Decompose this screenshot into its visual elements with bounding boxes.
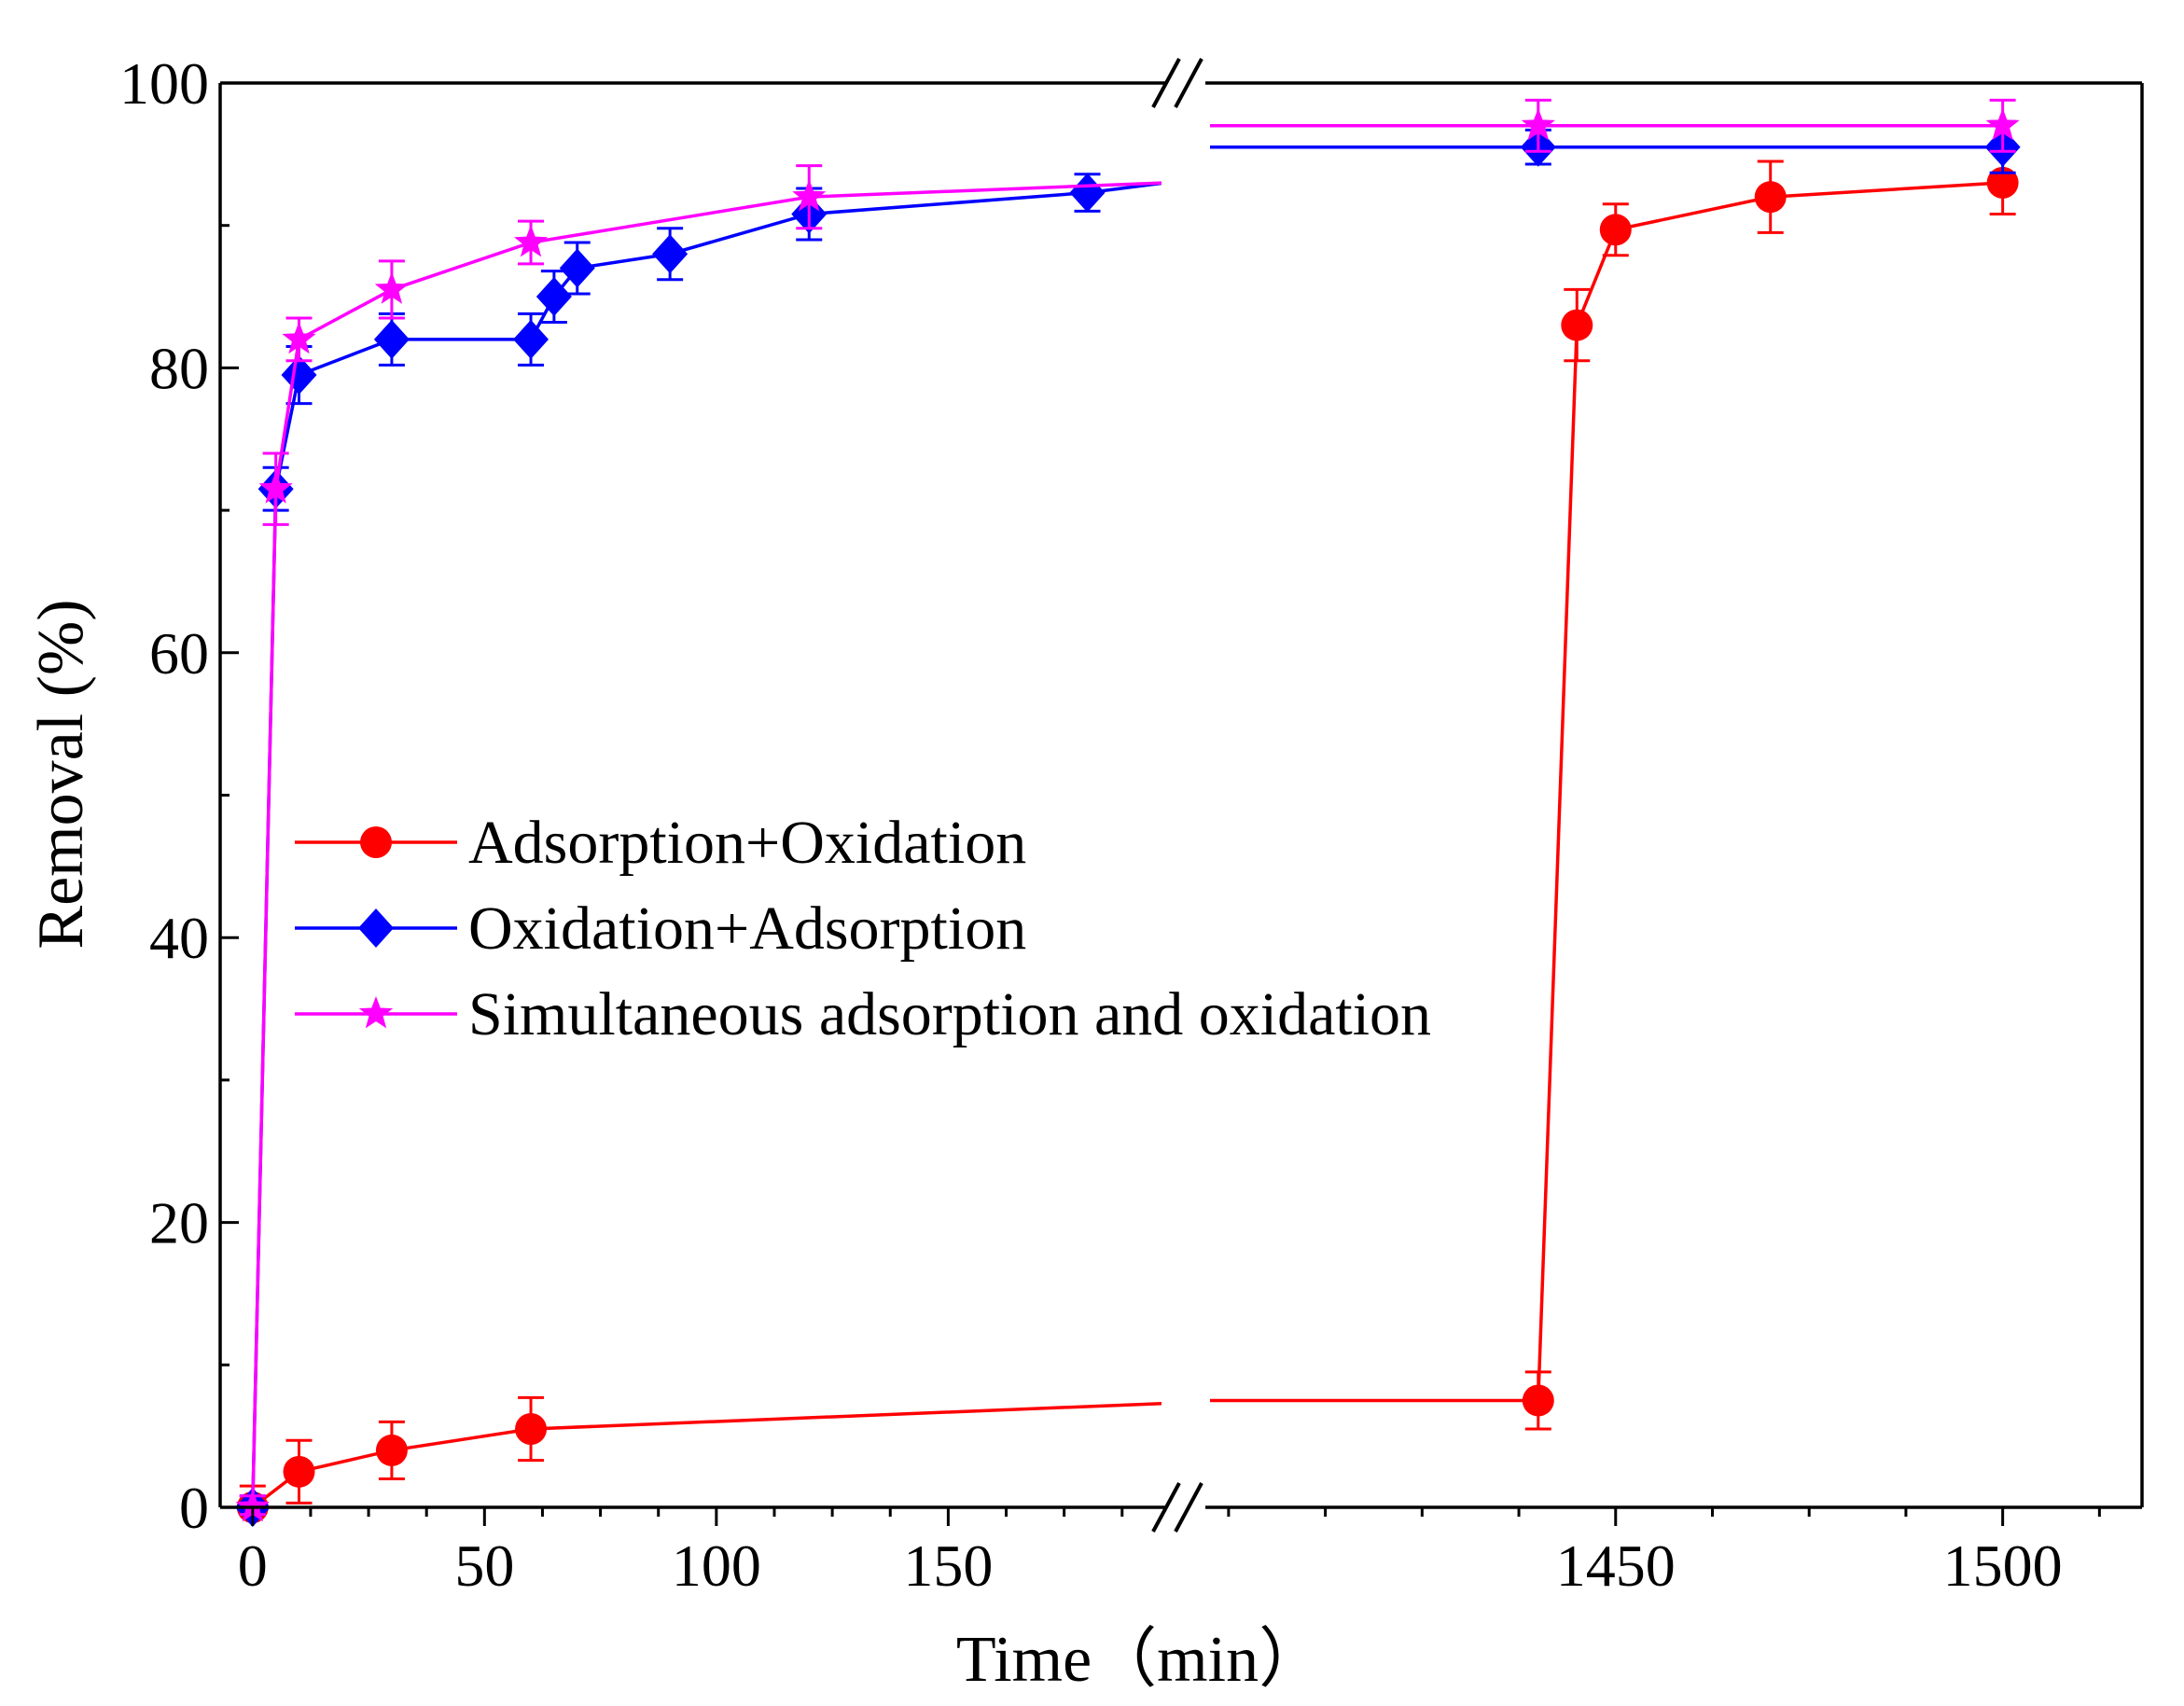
data-point: [652, 234, 689, 274]
x-tick-label: 1450: [1556, 1533, 1676, 1599]
y-tick-label: 80: [149, 335, 209, 401]
legend-label: Simultaneous adsorption and oxidation: [468, 980, 1431, 1048]
axis-break-mark: [1151, 58, 1181, 108]
axis-break-mark: [1174, 58, 1203, 108]
x-tick-label: 150: [903, 1533, 993, 1599]
y-tick-label: 40: [149, 905, 209, 971]
data-point: [283, 1455, 315, 1488]
data-point: [513, 319, 549, 359]
data-point: [1521, 107, 1555, 141]
x-tick-label: 50: [454, 1533, 514, 1599]
x-axis-title: Time（min）: [956, 1624, 1324, 1696]
series-2: [235, 98, 2020, 1522]
data-point: [514, 225, 549, 257]
legend-marker: [358, 908, 394, 948]
data-point: [282, 321, 316, 354]
data-point: [1754, 181, 1787, 214]
data-point: [235, 1490, 270, 1522]
data-point: [1069, 173, 1106, 213]
series-line-right: [1210, 181, 2003, 1403]
legend-label: Oxidation+Adsorption: [468, 895, 1026, 963]
y-tick-label: 100: [119, 50, 209, 117]
axis-break-mark: [1151, 1482, 1181, 1533]
data-point: [1599, 214, 1632, 246]
data-point: [374, 271, 409, 304]
y-tick-label: 0: [179, 1475, 209, 1541]
axes-layer: 0 20 40 60 80 100 0 50 100 150 1450 1500: [119, 50, 2144, 1599]
data-point: [1985, 107, 2020, 141]
data-point: [281, 355, 317, 395]
data-point: [1522, 1384, 1554, 1417]
y-tick-label: 20: [149, 1190, 209, 1256]
legend-marker: [360, 826, 392, 858]
data-point: [515, 1413, 548, 1446]
data-point: [373, 319, 410, 359]
data-point: [258, 471, 293, 504]
data-point: [1561, 309, 1593, 341]
x-tick-label: 0: [238, 1533, 268, 1599]
data-point: [375, 1434, 408, 1466]
legend-label: Adsorption+Oxidation: [468, 809, 1026, 877]
x-tick-label: 100: [672, 1533, 761, 1599]
y-tick-label: 60: [149, 620, 209, 687]
x-tick-label: 1500: [1943, 1533, 2063, 1599]
data-point: [536, 277, 572, 317]
axis-break-mark: [1174, 1482, 1203, 1533]
legend-marker: [358, 996, 394, 1029]
data-point: [792, 179, 827, 212]
legend: Adsorption+Oxidation Oxidation+Adsorption…: [295, 809, 1431, 1048]
y-axis-title: Removal (%): [25, 599, 97, 949]
data-point: [559, 248, 595, 288]
data-point: [1986, 166, 2019, 199]
